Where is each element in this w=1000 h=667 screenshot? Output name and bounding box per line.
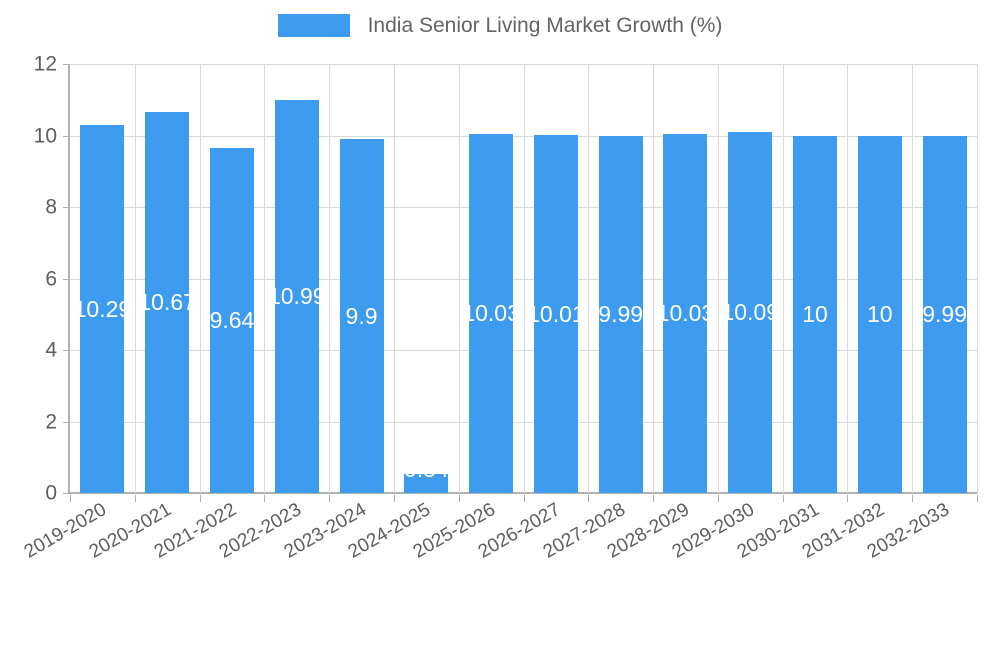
category-gridline (524, 64, 525, 493)
legend-color-swatch (277, 14, 350, 37)
bar-value-clip: 9.99 (923, 301, 967, 327)
x-axis-tick (200, 495, 201, 502)
y-axis-tick (63, 207, 70, 208)
bar-value-label: 9.64 (209, 307, 254, 334)
category-gridline (588, 64, 589, 493)
bar-value-clip: 10 (793, 301, 837, 327)
bar[interactable] (728, 132, 773, 493)
chart-legend: India Senior Living Market Growth (%) (0, 14, 1000, 37)
bar-value-clip: 9.9 (340, 303, 384, 329)
plot-area: 0 2 4 6 8 10 12 10.29 10.67 9.64 10.99 9.9 0.54 10.0… (34, 54, 978, 504)
gridline (70, 207, 977, 208)
bar[interactable] (209, 148, 254, 493)
y-axis-tick-label: 6 (45, 267, 57, 290)
bar[interactable] (339, 139, 384, 493)
y-axis-tick (63, 135, 70, 137)
x-axis-tick (783, 495, 784, 502)
y-axis-tick-label: 2 (45, 410, 57, 433)
category-gridline (394, 64, 395, 493)
category-gridline (718, 64, 719, 493)
bar[interactable] (857, 135, 902, 493)
bar[interactable] (145, 111, 190, 493)
y-axis-tick-label: 10 (33, 124, 57, 147)
gridline (70, 64, 977, 65)
category-gridline (200, 64, 201, 493)
bar-value-clip: 10.03 (663, 301, 707, 327)
x-axis-tick (718, 495, 719, 502)
x-axis-tick (847, 495, 848, 502)
y-axis-tick (63, 278, 70, 280)
bar[interactable] (80, 125, 125, 493)
gridline (70, 350, 977, 351)
bar-value-clip: 10.67 (145, 289, 189, 315)
y-axis-tick (63, 64, 70, 65)
y-axis-tick-label: 12 (33, 52, 57, 76)
bar-value-clip: 0.54 (404, 457, 448, 483)
bar-value-label: 10.99 (275, 283, 319, 310)
legend-item-series-0[interactable]: India Senior Living Market Growth (%) (277, 14, 723, 37)
category-gridline (653, 64, 654, 493)
y-axis-tick (63, 350, 70, 351)
y-axis-tick-label: 8 (45, 195, 57, 219)
bar-value-clip: 10.99 (275, 284, 319, 310)
bar-value-clip: 10.29 (80, 296, 124, 322)
x-axis-tick (977, 495, 978, 502)
bar-value-clip: 10.01 (534, 301, 578, 327)
category-gridline (329, 64, 330, 493)
gridline (70, 135, 977, 137)
category-gridline (459, 64, 460, 493)
bar-value-label: 10.67 (145, 289, 189, 315)
bar-value-label: 10.01 (534, 301, 578, 327)
bar-value-label: 10 (867, 301, 893, 327)
x-axis-tick (135, 495, 136, 502)
bar-value-label: 9.99 (598, 301, 643, 327)
x-axis-tick (912, 495, 913, 502)
bar-value-label: 9.99 (922, 301, 967, 327)
bar[interactable] (274, 100, 319, 493)
category-gridline (912, 64, 913, 493)
category-gridline (847, 64, 848, 493)
x-axis-line (70, 492, 977, 494)
x-axis-tick (329, 495, 330, 502)
category-gridline (783, 64, 784, 493)
bar-value-label: 10.03 (469, 300, 513, 327)
gridline (70, 421, 977, 423)
bar[interactable] (922, 135, 967, 493)
bar[interactable] (533, 135, 578, 493)
bar[interactable] (598, 135, 643, 493)
x-axis-tick (70, 495, 71, 502)
bar-value-label: 10.29 (80, 296, 124, 322)
bar-value-label: 10 (802, 301, 828, 327)
bar[interactable] (469, 134, 514, 493)
x-axis-tick (264, 495, 265, 502)
legend-item-label: India Senior Living Market Growth (%) (367, 14, 723, 37)
bar-value-clip: 9.99 (599, 301, 643, 327)
y-axis-tick-label: 4 (45, 338, 57, 362)
bar-value-label: 10.03 (663, 300, 707, 327)
category-gridline (977, 64, 978, 493)
bar[interactable] (663, 134, 708, 493)
bar-chart: India Senior Living Market Growth (%) 0 2… (0, 14, 1000, 563)
x-axis-tick (394, 495, 395, 502)
y-axis-tick-label: 0 (45, 481, 57, 505)
category-gridline (264, 64, 265, 493)
x-axis-tick (588, 495, 589, 502)
bar-value-clip: 10.09 (728, 300, 772, 326)
y-axis-tick (63, 421, 70, 423)
bar-value-clip: 9.64 (210, 308, 254, 334)
bar-value-label: 9.9 (345, 303, 378, 329)
category-gridline (135, 64, 136, 493)
bar[interactable] (404, 473, 449, 493)
y-axis-tick (63, 493, 70, 494)
x-axis-tick (524, 495, 525, 502)
x-axis-tick (459, 495, 460, 502)
bar-value-clip: 10 (858, 301, 902, 327)
bar-value-label: 0.54 (404, 456, 449, 483)
x-axis-tick (653, 495, 654, 502)
bar-value-clip: 10.03 (469, 301, 513, 327)
bar-value-label: 10.09 (728, 299, 772, 326)
gridline (70, 278, 977, 280)
bar[interactable] (793, 135, 838, 493)
